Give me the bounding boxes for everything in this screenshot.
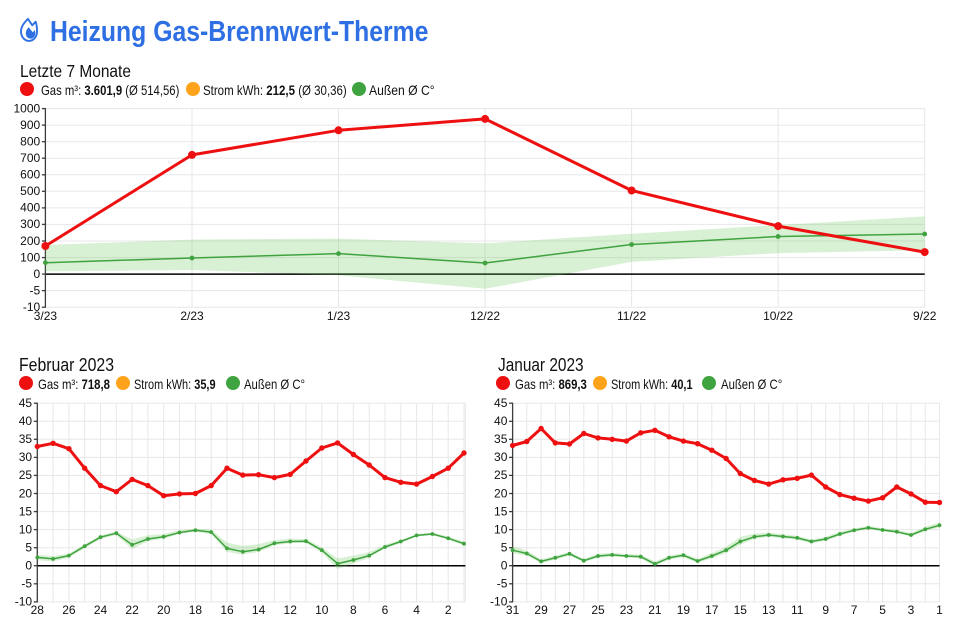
svg-text:29: 29 (534, 603, 548, 617)
svg-text:6: 6 (382, 603, 389, 617)
svg-text:11/22: 11/22 (617, 309, 646, 323)
svg-text:-10: -10 (15, 595, 33, 609)
svg-text:1/23: 1/23 (327, 309, 351, 323)
svg-text:20: 20 (494, 486, 508, 500)
svg-text:25: 25 (494, 468, 508, 482)
svg-text:24: 24 (94, 603, 108, 617)
svg-text:12: 12 (284, 603, 298, 617)
svg-text:35: 35 (19, 432, 33, 446)
svg-text:9/22: 9/22 (913, 309, 937, 323)
svg-text:14: 14 (252, 603, 266, 617)
svg-text:30: 30 (19, 450, 33, 464)
svg-text:10: 10 (315, 603, 329, 617)
svg-text:31: 31 (506, 603, 520, 617)
svg-text:100: 100 (20, 250, 40, 264)
svg-text:10: 10 (19, 522, 33, 536)
svg-text:20: 20 (19, 486, 33, 500)
svg-text:7: 7 (851, 603, 858, 617)
svg-text:15: 15 (494, 504, 508, 518)
svg-text:3/23: 3/23 (34, 309, 58, 323)
svg-text:800: 800 (20, 135, 40, 149)
svg-text:17: 17 (705, 603, 719, 617)
svg-text:5: 5 (25, 541, 32, 555)
svg-text:-10: -10 (490, 595, 508, 609)
svg-text:2: 2 (445, 603, 452, 617)
svg-text:15: 15 (734, 603, 748, 617)
svg-text:200: 200 (20, 234, 40, 248)
svg-text:10: 10 (494, 522, 508, 536)
svg-text:27: 27 (563, 603, 577, 617)
svg-text:-5: -5 (21, 577, 32, 591)
svg-text:8: 8 (350, 603, 357, 617)
svg-text:13: 13 (762, 603, 776, 617)
svg-text:-10: -10 (23, 300, 41, 314)
svg-text:5: 5 (879, 603, 886, 617)
svg-text:45: 45 (494, 396, 508, 410)
svg-text:45: 45 (19, 396, 33, 410)
svg-text:300: 300 (20, 217, 40, 231)
svg-text:-5: -5 (497, 577, 508, 591)
svg-text:3: 3 (908, 603, 915, 617)
svg-text:700: 700 (20, 151, 40, 165)
svg-text:4: 4 (413, 603, 420, 617)
svg-text:400: 400 (20, 201, 40, 215)
svg-text:22: 22 (125, 603, 139, 617)
svg-text:19: 19 (677, 603, 691, 617)
svg-text:11: 11 (791, 603, 804, 617)
svg-text:1: 1 (936, 603, 943, 617)
svg-text:0: 0 (501, 559, 508, 573)
svg-text:40: 40 (19, 414, 33, 428)
svg-text:9: 9 (822, 603, 829, 617)
svg-text:600: 600 (20, 168, 40, 182)
svg-text:25: 25 (591, 603, 605, 617)
svg-text:5: 5 (501, 541, 508, 555)
svg-text:-5: -5 (30, 283, 41, 297)
svg-text:20: 20 (157, 603, 171, 617)
svg-text:2/23: 2/23 (180, 309, 204, 323)
svg-text:30: 30 (494, 450, 508, 464)
svg-text:12/22: 12/22 (470, 309, 500, 323)
svg-text:15: 15 (19, 504, 33, 518)
svg-text:23: 23 (620, 603, 634, 617)
svg-text:40: 40 (494, 414, 508, 428)
svg-text:25: 25 (19, 468, 33, 482)
svg-text:10/22: 10/22 (763, 309, 793, 323)
svg-text:900: 900 (20, 118, 40, 132)
svg-text:35: 35 (494, 432, 508, 446)
svg-text:28: 28 (31, 603, 45, 617)
svg-text:500: 500 (20, 184, 40, 198)
svg-text:0: 0 (25, 559, 32, 573)
svg-text:0: 0 (34, 267, 41, 281)
svg-text:1000: 1000 (13, 101, 40, 115)
svg-text:21: 21 (648, 603, 662, 617)
svg-text:18: 18 (189, 603, 203, 617)
svg-text:26: 26 (62, 603, 76, 617)
svg-text:16: 16 (220, 603, 234, 617)
